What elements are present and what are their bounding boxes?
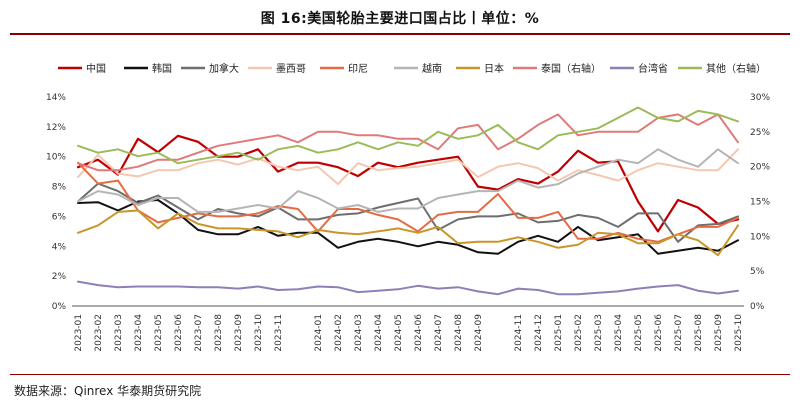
x-tick-label: 2025-02 [574,314,584,352]
x-tick-label: 2023-06 [174,314,184,352]
x-tick-label: 2024-03 [354,314,364,352]
series-line-10 [77,106,739,165]
legend-label: 韩国 [152,62,172,75]
x-tick-label: 2023-07 [194,314,204,352]
x-tick-label: 2025-03 [594,314,604,352]
y-left-tick-label: 14% [46,93,66,103]
y-left-tick-label: 0% [52,302,67,312]
x-tick-label: 2023-01 [74,314,84,352]
x-tick-label: 2025-05 [634,314,644,352]
y-left-tick-label: 4% [52,242,67,252]
y-right-tick-label: 0% [750,302,765,312]
x-tick-label: 2024-08 [454,314,464,352]
x-tick-label: 2023-09 [234,314,244,352]
x-tick-label: 2025-06 [654,314,664,352]
y-right-tick-label: 30% [750,93,770,103]
y-right-tick-label: 10% [750,232,770,242]
x-tick-label: 2024-11 [514,314,524,352]
x-tick-label: 2023-11 [274,314,284,352]
series-line-4 [77,148,739,186]
y-right-tick-label: 5% [750,267,765,277]
title-divider [10,33,790,35]
legend-label: 中国 [86,62,106,75]
series-line-8 [77,113,739,172]
series-line-5 [77,161,739,243]
y-right-tick-label: 25% [750,128,770,138]
y-right-tick-label: 15% [750,198,770,208]
y-right-tick-label: 20% [750,163,770,173]
series-line-9 [77,280,739,296]
series-line-6 [77,148,739,213]
x-tick-label: 2024-04 [374,314,384,352]
x-tick-label: 2024-05 [394,314,404,352]
x-tick-label: 2024-09 [474,314,484,352]
legend-label: 日本 [484,62,504,75]
y-left-tick-label: 12% [46,123,66,133]
x-tick-label: 2023-04 [134,314,144,352]
x-tick-label: 2025-10 [734,314,744,352]
x-tick-label: 2025-09 [714,314,724,352]
x-tick-label: 2024-01 [314,314,324,352]
y-left-tick-label: 8% [52,183,67,193]
legend-label: 印尼 [348,63,368,75]
series-line-1 [76,134,740,233]
x-tick-label: 2024-02 [334,314,344,352]
legend-label: 加拿大 [209,62,239,75]
footer-divider [10,374,790,375]
line-chart: 0% 2% 4% 6% 8% 10% 12% 14% 0% 5% 10% 15% 20% 25% 30% 20… [46,62,770,352]
legend-label: 墨西哥 [276,63,306,75]
x-tick-label: 2023-05 [154,314,164,352]
x-tick-label: 2024-12 [534,314,544,352]
y-left-tick-label: 2% [52,272,67,282]
series-line-3 [77,182,739,243]
y-left-tick-label: 6% [52,212,67,222]
x-tick-label: 2023-03 [114,314,124,352]
series-line-7 [77,209,739,257]
x-tick-label: 2025-01 [554,314,564,352]
x-tick-label: 2025-04 [614,314,624,352]
x-tick-label: 2025-07 [674,314,684,352]
x-tick-label: 2023-10 [254,314,264,352]
x-tick-label: 2023-02 [94,314,104,352]
x-tick-label: 2025-08 [694,314,704,352]
chart-title: 图 16:美国轮胎主要进口国占比丨单位：% [260,11,540,27]
x-tick-label: 2024-07 [434,314,444,352]
x-tick-label: 2023-08 [214,314,224,352]
legend-label: 越南 [422,62,442,75]
legend-label: 台湾省 [638,62,668,75]
y-left-tick-label: 10% [46,153,66,163]
legend-label: 其他（右轴） [706,62,766,75]
data-source: 数据来源：Qinrex 华泰期货研究院 [14,384,202,398]
x-tick-label: 2024-06 [414,314,424,352]
legend-label: 泰国（右轴） [541,62,601,75]
